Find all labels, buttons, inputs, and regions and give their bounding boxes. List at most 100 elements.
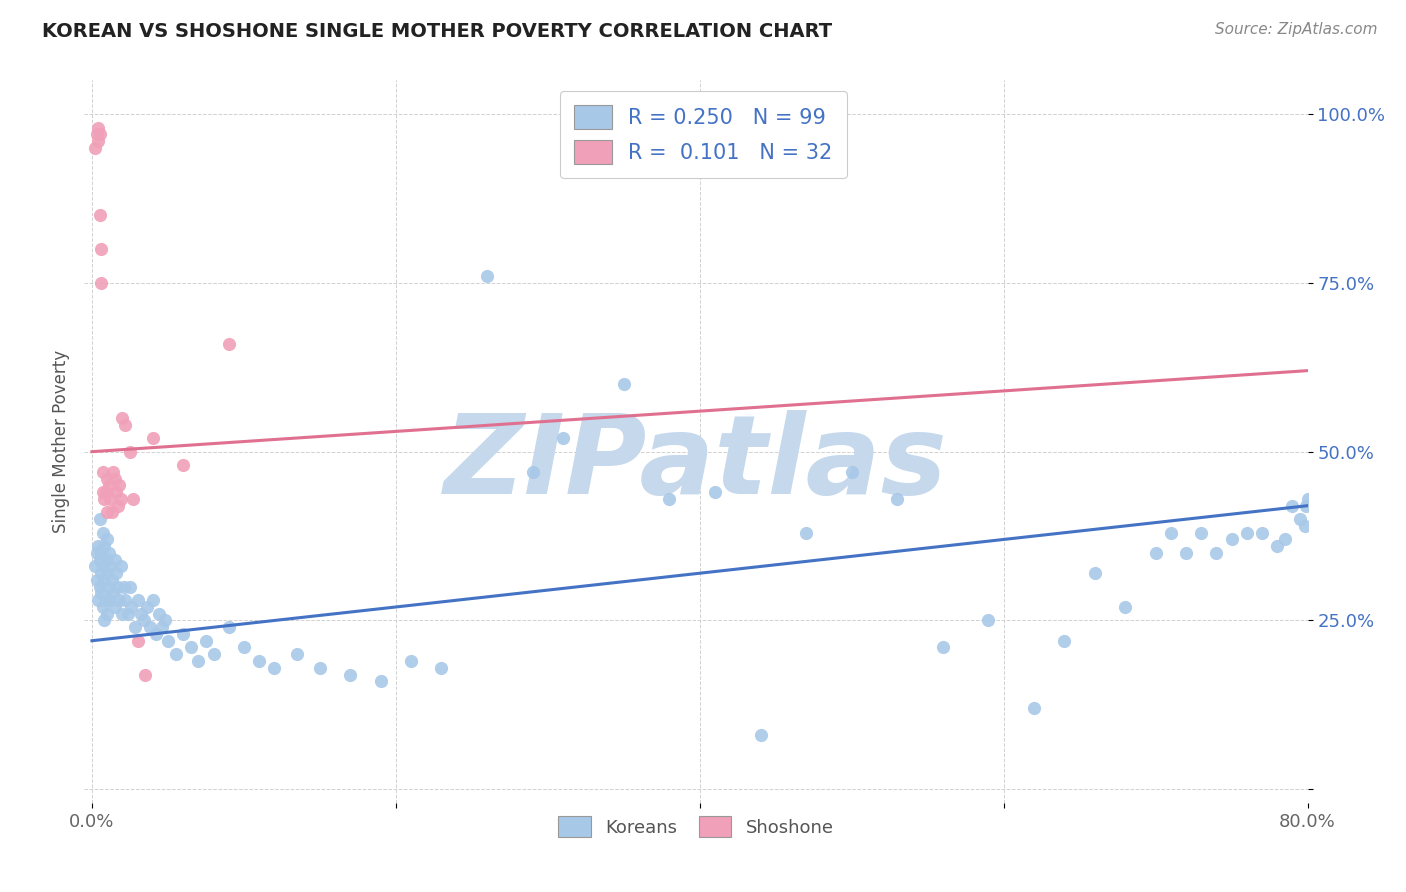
Point: [127, 593, 149, 607]
Point: [87, 134, 110, 148]
Point: [1175, 546, 1198, 560]
Point: [96, 566, 118, 581]
Point: [90, 566, 112, 581]
Point: [1289, 512, 1312, 526]
Point: [100, 573, 122, 587]
Point: [90, 586, 112, 600]
Point: [91, 599, 114, 614]
Point: [522, 465, 544, 479]
Point: [1295, 499, 1317, 513]
Point: [475, 269, 498, 284]
Point: [104, 599, 127, 614]
Point: [108, 593, 131, 607]
Point: [105, 566, 128, 581]
Point: [118, 580, 141, 594]
Point: [263, 661, 285, 675]
Point: [94, 593, 117, 607]
Point: [749, 728, 772, 742]
Point: [91, 485, 114, 500]
Point: [218, 336, 240, 351]
Point: [89, 512, 111, 526]
Point: [1274, 533, 1296, 547]
Point: [87, 539, 110, 553]
Point: [100, 505, 122, 519]
Point: [86, 546, 108, 560]
Point: [218, 620, 240, 634]
Text: ZIPatlas: ZIPatlas: [444, 409, 948, 516]
Point: [658, 491, 681, 506]
Point: [97, 580, 120, 594]
Point: [1220, 533, 1243, 547]
Point: [96, 533, 118, 547]
Point: [1251, 525, 1274, 540]
Point: [370, 674, 392, 689]
Point: [96, 505, 118, 519]
Point: [187, 654, 209, 668]
Point: [86, 573, 108, 587]
Point: [122, 491, 145, 506]
Point: [886, 491, 908, 506]
Point: [90, 276, 112, 290]
Point: [1084, 566, 1107, 581]
Point: [91, 525, 114, 540]
Point: [114, 417, 136, 432]
Point: [285, 647, 308, 661]
Point: [86, 128, 108, 142]
Point: [142, 431, 165, 445]
Point: [110, 559, 132, 574]
Point: [94, 552, 117, 566]
Point: [87, 593, 110, 607]
Point: [124, 620, 146, 634]
Point: [108, 478, 131, 492]
Text: Source: ZipAtlas.com: Source: ZipAtlas.com: [1215, 22, 1378, 37]
Point: [89, 208, 111, 222]
Point: [232, 640, 254, 655]
Point: [96, 607, 118, 621]
Point: [91, 559, 114, 574]
Point: [129, 607, 152, 621]
Point: [112, 580, 135, 594]
Point: [165, 647, 187, 661]
Point: [93, 539, 115, 553]
Point: [1160, 525, 1182, 540]
Point: [111, 411, 134, 425]
Point: [114, 593, 136, 607]
Point: [89, 552, 111, 566]
Point: [841, 465, 863, 479]
Point: [121, 599, 143, 614]
Y-axis label: Single Mother Poverty: Single Mother Poverty: [52, 350, 70, 533]
Point: [89, 128, 111, 142]
Point: [150, 620, 173, 634]
Point: [84, 141, 107, 155]
Point: [1114, 599, 1136, 614]
Point: [104, 472, 127, 486]
Legend: Koreans, Shoshone: Koreans, Shoshone: [551, 809, 841, 845]
Point: [172, 627, 194, 641]
Point: [103, 465, 125, 479]
Point: [138, 620, 160, 634]
Point: [98, 559, 121, 574]
Point: [91, 465, 114, 479]
Point: [93, 491, 115, 506]
Point: [142, 593, 165, 607]
Point: [94, 485, 117, 500]
Point: [148, 607, 170, 621]
Point: [104, 552, 127, 566]
Point: [1022, 701, 1045, 715]
Point: [309, 661, 332, 675]
Point: [613, 377, 636, 392]
Point: [1053, 633, 1076, 648]
Point: [107, 499, 129, 513]
Point: [202, 647, 225, 661]
Point: [135, 599, 157, 614]
Point: [704, 485, 727, 500]
Point: [98, 593, 121, 607]
Point: [93, 573, 115, 587]
Point: [247, 654, 270, 668]
Point: [1296, 491, 1319, 506]
Point: [105, 485, 128, 500]
Point: [1189, 525, 1212, 540]
Point: [96, 472, 118, 486]
Point: [107, 580, 129, 594]
Point: [97, 478, 120, 492]
